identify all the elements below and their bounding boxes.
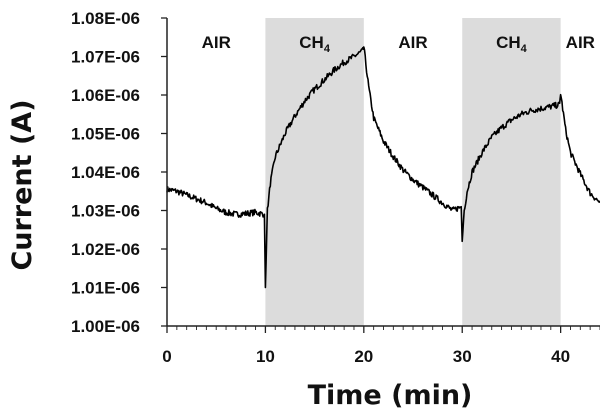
region-labels: AIR CH4 AIR CH4 AIR <box>202 33 595 55</box>
y-tick-label: 1.05E-06 <box>71 125 140 144</box>
shaded-region-2 <box>265 18 364 326</box>
y-tick-label: 1.01E-06 <box>71 279 140 298</box>
y-axis-title: Current (A) <box>7 99 38 270</box>
region-label-subscript: 4 <box>324 43 331 55</box>
y-tick-label: 1.02E-06 <box>71 240 140 259</box>
y-tick-label: 1.00E-06 <box>71 317 140 336</box>
y-tick-label: 1.06E-06 <box>71 86 140 105</box>
x-tick-label: 20 <box>354 347 373 366</box>
series-line-1 <box>166 46 600 289</box>
series-layer <box>166 46 600 289</box>
region-label-1: AIR <box>202 33 231 52</box>
shaded-region-4 <box>462 18 561 326</box>
y-tick-label: 1.07E-06 <box>71 48 140 67</box>
region-label-4: CH4 <box>496 33 528 55</box>
region-label-2: CH4 <box>299 33 331 55</box>
y-tick-label: 1.03E-06 <box>71 202 140 221</box>
x-tick-label: 0 <box>162 347 171 366</box>
x-tick-label: 10 <box>256 347 275 366</box>
y-axis-ticks: 1.00E-06 1.01E-06 1.02E-06 1.03E-06 1.04E-06… <box>71 9 167 336</box>
x-tick-label: 40 <box>551 347 570 366</box>
region-label-subscript: 4 <box>521 43 528 55</box>
y-tick-label: 1.04E-06 <box>71 163 140 182</box>
region-label-5: AIR <box>566 33 595 52</box>
shaded-regions <box>265 18 561 326</box>
region-label-3: AIR <box>398 33 427 52</box>
y-tick-label: 1.08E-06 <box>71 9 140 28</box>
x-axis-title: Time (min) <box>308 380 473 411</box>
x-axis-ticks: 0 10 20 30 40 <box>162 326 600 366</box>
x-tick-label: 30 <box>453 347 472 366</box>
